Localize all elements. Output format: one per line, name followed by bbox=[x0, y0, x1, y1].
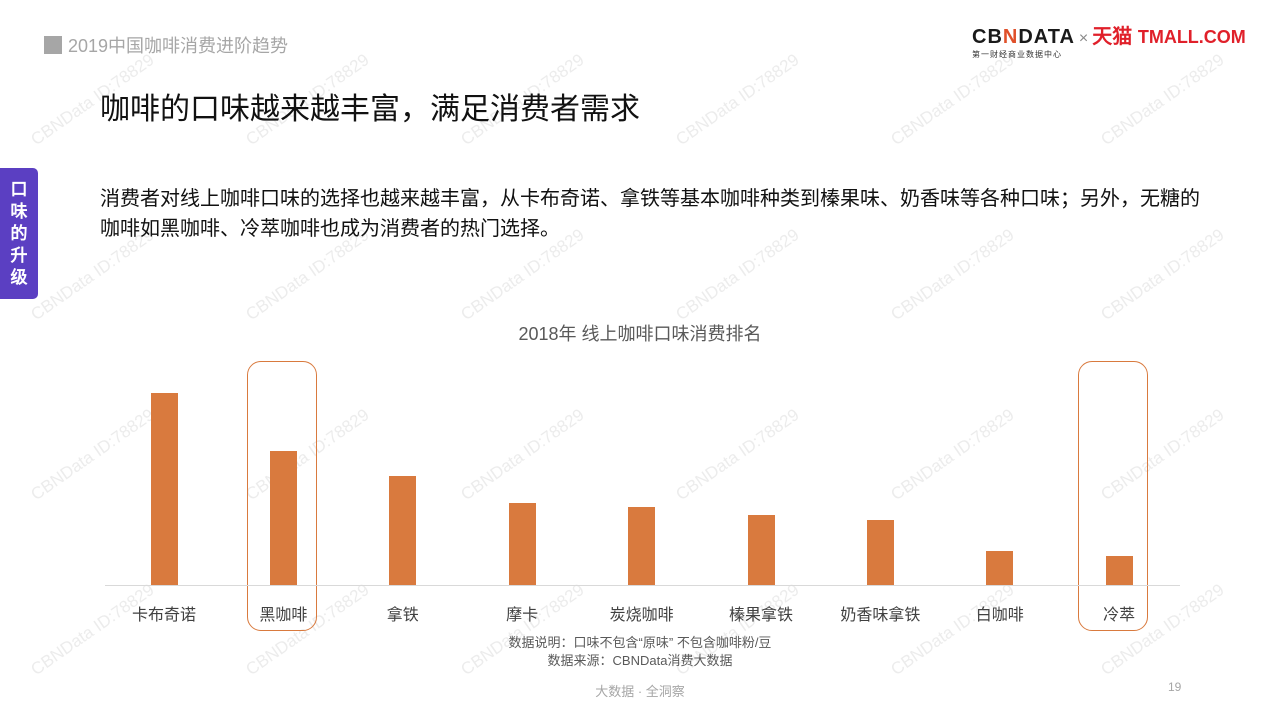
x-axis-label: 冷萃 bbox=[1103, 607, 1136, 624]
x-axis-label: 炭烧咖啡 bbox=[609, 607, 674, 624]
cbn-logo-text-2: DATA bbox=[1018, 26, 1075, 48]
bar bbox=[986, 551, 1014, 585]
x-axis-label: 拿铁 bbox=[386, 607, 419, 624]
footer-slogan: 大数据 · 全洞察 bbox=[595, 684, 685, 699]
bar bbox=[508, 503, 536, 585]
highlight-box-cold-brew bbox=[1078, 361, 1148, 631]
watermark-text: CBNData ID:78829 bbox=[887, 50, 1018, 150]
page-number: 19 bbox=[1168, 680, 1182, 694]
description-text: 消费者对线上咖啡口味的选择也越来越丰富，从卡布奇诺、拿铁等基本咖啡种类到榛果味、… bbox=[100, 188, 1200, 240]
cbndata-logo: CBNDATA 第一财经商业数据中心 bbox=[972, 26, 1075, 60]
highlight-box-black-coffee bbox=[247, 361, 317, 631]
x-axis-label: 卡布奇诺 bbox=[131, 607, 196, 624]
brand-logos: CBNDATA 第一财经商业数据中心 × 天猫 TMALL.COM bbox=[972, 26, 1246, 60]
page-title: 咖啡的口味越来越丰富，满足消费者需求 bbox=[100, 93, 640, 126]
bar bbox=[866, 520, 894, 585]
bar bbox=[747, 515, 775, 585]
report-title-text: 2019中国咖啡消费进阶趋势 bbox=[68, 36, 289, 56]
report-title: 2019中国咖啡消费进阶趋势 bbox=[44, 32, 288, 58]
tmall-logo-cn: 天猫 bbox=[1092, 26, 1133, 48]
x-axis-label: 摩卡 bbox=[506, 607, 539, 624]
data-note: 数据说明：口味不包含“原味” 不包含咖啡粉/豆 bbox=[508, 635, 772, 650]
x-axis-label: 奶香味拿铁 bbox=[840, 607, 921, 624]
watermark-text: CBNData ID:78829 bbox=[1097, 50, 1228, 150]
section-tab-char: 的 bbox=[10, 223, 28, 243]
x-axis-label: 白咖啡 bbox=[975, 607, 1024, 624]
section-tab-char: 味 bbox=[10, 201, 28, 221]
bar bbox=[628, 507, 656, 585]
section-tab: 口 味 的 升 级 bbox=[0, 168, 38, 299]
times-icon: × bbox=[1078, 30, 1089, 47]
x-axis-label: 黑咖啡 bbox=[259, 607, 308, 624]
section-tab-char: 级 bbox=[10, 267, 28, 287]
chart-title: 2018年 线上咖啡口味消费排名 bbox=[518, 324, 762, 344]
title-square-icon bbox=[44, 36, 62, 54]
section-tab-char: 升 bbox=[10, 245, 28, 265]
section-tab-char: 口 bbox=[10, 179, 28, 199]
cbn-logo-text-n: N bbox=[1002, 26, 1019, 48]
tmall-logo: 天猫 TMALL.COM bbox=[1092, 26, 1246, 48]
watermark-text: CBNData ID:78829 bbox=[672, 50, 803, 150]
tmall-logo-en: TMALL.COM bbox=[1137, 27, 1246, 47]
bar bbox=[269, 451, 297, 585]
x-axis-label: 榛果拿铁 bbox=[728, 607, 793, 624]
data-source: 数据来源：CBNData消费大数据 bbox=[547, 653, 733, 668]
chart-baseline bbox=[105, 585, 1180, 586]
cbn-logo-subtitle: 第一财经商业数据中心 bbox=[972, 50, 1062, 59]
bar bbox=[1105, 556, 1133, 585]
cbn-logo-text-1: CB bbox=[972, 26, 1003, 48]
bar-chart bbox=[105, 380, 1180, 585]
bar bbox=[150, 393, 178, 585]
bar bbox=[389, 476, 417, 585]
